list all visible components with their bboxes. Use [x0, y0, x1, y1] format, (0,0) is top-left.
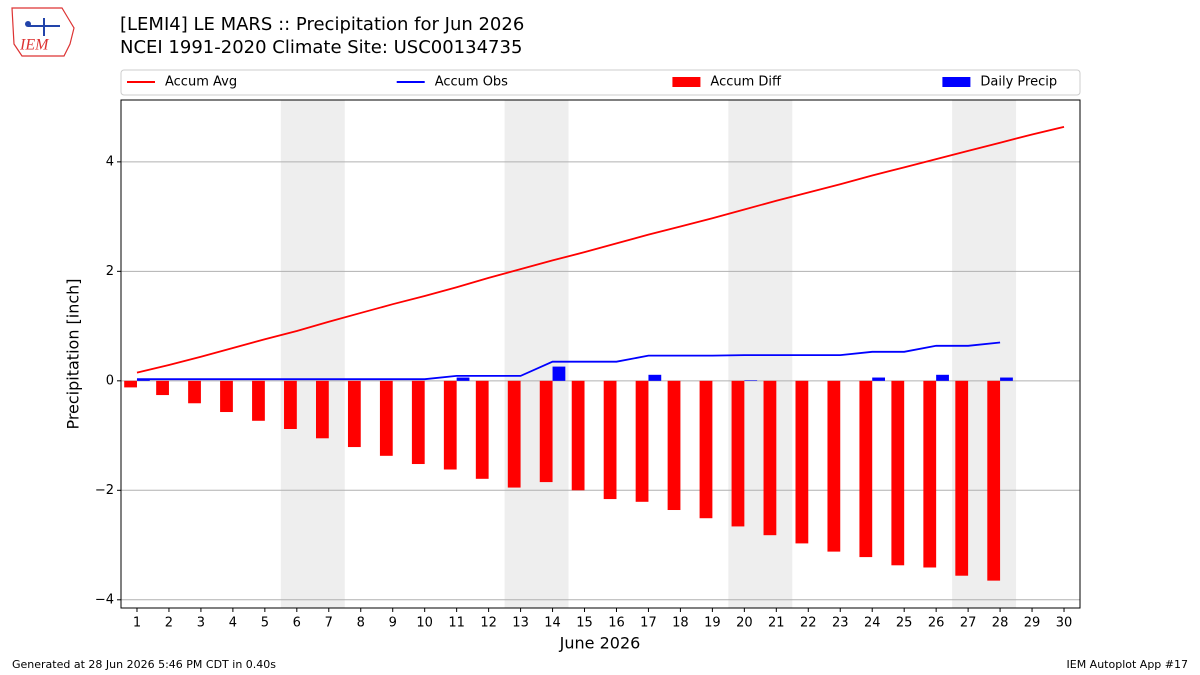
x-tick-label: 5: [261, 616, 269, 631]
bar: [731, 380, 745, 527]
bar: [1000, 377, 1013, 381]
x-tick-label: 20: [736, 616, 753, 631]
chart-title: [LEMI4] LE MARS :: Precipitation for Jun…: [120, 14, 524, 35]
x-tick-label: 17: [640, 616, 657, 631]
weekend-shade: [728, 100, 793, 608]
bar: [124, 380, 137, 388]
x-tick-label: 21: [768, 616, 785, 631]
x-tick-label: 11: [448, 616, 465, 631]
line: [136, 125, 1065, 374]
weekend-shade: [504, 100, 569, 608]
legend-box: [120, 69, 1081, 96]
x-tick-label: 27: [960, 616, 977, 631]
bar: [795, 380, 809, 544]
x-tick-label: 18: [672, 616, 689, 631]
bar: [936, 374, 949, 381]
x-tick-label: 12: [480, 616, 497, 631]
bar: [648, 374, 662, 381]
x-tick-label: 2: [165, 616, 173, 631]
x-tick-label: 26: [928, 616, 945, 631]
bar: [987, 380, 1001, 581]
bar: [539, 380, 553, 483]
x-tick-label: 23: [832, 616, 849, 631]
plot-frame: [120, 99, 1081, 609]
x-tick-label: 16: [608, 616, 625, 631]
footer-left: Generated at 28 Jun 2026 5:46 PM CDT in …: [12, 658, 276, 671]
x-tick-label: 7: [325, 616, 333, 631]
bar: [411, 380, 425, 465]
bar: [507, 380, 521, 488]
x-tick-label: 10: [416, 616, 433, 631]
bar: [284, 380, 297, 429]
legend-label: Accum Diff: [710, 75, 782, 90]
x-tick-label: 4: [229, 616, 237, 631]
bar: [827, 380, 841, 552]
bar: [347, 380, 361, 448]
x-tick-label: 28: [992, 616, 1009, 631]
bar: [475, 380, 489, 479]
footer-right: IEM Autoplot App #17: [1067, 658, 1189, 671]
bar: [603, 380, 617, 500]
bar: [156, 380, 169, 396]
bar: [891, 380, 905, 566]
bar: [315, 380, 329, 439]
x-tick-label: 9: [389, 616, 397, 631]
x-tick-label: 15: [576, 616, 593, 631]
logo: IEM: [11, 7, 75, 57]
bar: [923, 380, 937, 568]
bar: [699, 380, 713, 519]
legend-swatch: [942, 77, 971, 87]
bar: [571, 380, 585, 491]
y-axis-label: Precipitation [inch]: [64, 278, 83, 429]
bar: [220, 380, 233, 413]
bar: [763, 380, 777, 536]
x-tick-label: 8: [357, 616, 365, 631]
y-tick-label: 4: [106, 154, 114, 169]
logo-text: IEM: [19, 37, 50, 54]
chart-subtitle: NCEI 1991-2020 Climate Site: USC00134735: [120, 37, 522, 58]
bar: [859, 380, 873, 558]
x-tick-label: 13: [512, 616, 529, 631]
y-tick-label: −2: [95, 483, 114, 498]
legend-label: Accum Obs: [435, 75, 508, 90]
y-tick-label: 2: [106, 264, 114, 279]
x-tick-label: 30: [1056, 616, 1073, 631]
x-tick-label: 29: [1024, 616, 1041, 631]
x-tick-label: 22: [800, 616, 817, 631]
bar: [635, 380, 649, 502]
bar: [955, 380, 969, 576]
bar: [872, 377, 886, 381]
weekend-shade: [280, 100, 345, 608]
y-tick-label: −4: [95, 592, 114, 607]
bar: [744, 380, 758, 381]
x-tick-label: 19: [704, 616, 721, 631]
bar: [552, 366, 566, 381]
legend-label: Accum Avg: [165, 75, 237, 90]
bar: [443, 380, 457, 470]
bar: [667, 380, 681, 511]
x-tick-label: 1: [133, 616, 141, 631]
bar: [379, 380, 393, 456]
y-tick-label: 0: [106, 373, 114, 388]
bar: [188, 380, 201, 404]
bar: [252, 380, 265, 421]
x-axis-label: June 2026: [559, 634, 641, 653]
bar: [456, 377, 470, 381]
x-tick-label: 24: [864, 616, 881, 631]
x-tick-label: 14: [544, 616, 561, 631]
legend-swatch: [672, 77, 701, 87]
line: [136, 341, 1001, 381]
x-tick-label: 6: [293, 616, 301, 631]
x-tick-label: 25: [896, 616, 913, 631]
x-tick-label: 3: [197, 616, 205, 631]
legend-label: Daily Precip: [980, 75, 1057, 90]
